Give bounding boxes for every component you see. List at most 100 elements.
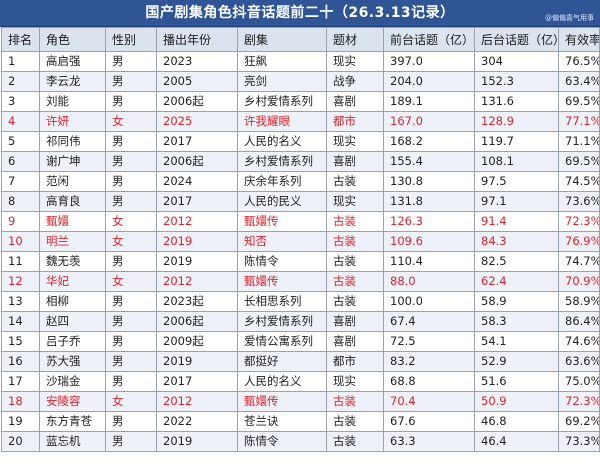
cell-drama: 人民的民义 — [237, 191, 327, 212]
cell-gender: 男 — [105, 131, 157, 152]
cell-gender: 女 — [105, 271, 157, 292]
cell-year: 2019 — [156, 431, 238, 452]
watermark: @偏偏喜气用事 — [545, 14, 594, 22]
cell-effective-rate: 72.3% — [558, 211, 600, 232]
cell-genre: 古装 — [326, 391, 384, 412]
cell-front-topic: 397.0 — [383, 51, 475, 72]
cell-front-topic: 155.4 — [383, 151, 475, 172]
cell-genre: 现实 — [326, 131, 384, 152]
cell-back-topic: 46.8 — [474, 411, 559, 432]
cell-drama: 乡村爱情系列 — [237, 91, 327, 112]
cell-rank: 6 — [1, 151, 40, 172]
cell-drama: 甄嬛传 — [237, 211, 327, 232]
table-row: 15 吕子乔男 2009起 爱情公寓系列 喜剧 72.5 54.1 74.6% — [1, 331, 600, 352]
cell-rank: 16 — [1, 351, 40, 372]
table-row: 3 刘能男 2006起 乡村爱情系列 喜剧 189.1 131.6 69.5% — [1, 91, 600, 112]
cell-back-topic: 58.3 — [474, 311, 559, 332]
cell-back-topic: 54.1 — [474, 331, 559, 352]
cell-role: 沙瑞金 — [39, 371, 106, 392]
cell-year: 2006起 — [156, 91, 238, 112]
cell-role: 明兰 — [39, 231, 106, 252]
cell-rank: 18 — [1, 391, 40, 412]
cell-genre: 古装 — [326, 251, 384, 272]
cell-effective-rate: 73.6% — [558, 191, 600, 212]
cell-role: 祁同伟 — [39, 131, 106, 152]
col-header-drama: 剧集 — [237, 27, 327, 52]
table-row: 9 甄嬛女 2012 甄嬛传 古装 126.3 91.4 72.3% — [1, 211, 600, 232]
cell-rank: 8 — [1, 191, 40, 212]
cell-genre: 现实 — [326, 51, 384, 72]
cell-drama: 知否 — [237, 231, 327, 252]
cell-year: 2023 — [156, 51, 238, 72]
table-row: 4 许妍女 2025 许我耀眼 都市 167.0 128.9 77.1% — [1, 111, 600, 132]
cell-rank: 4 — [1, 111, 40, 132]
cell-effective-rate: 74.6% — [558, 331, 600, 352]
cell-back-topic: 62.4 — [474, 271, 559, 292]
cell-back-topic: 119.7 — [474, 131, 559, 152]
cell-role: 魏无羡 — [39, 251, 106, 272]
cell-gender: 女 — [105, 391, 157, 412]
table-row: 6 谢广坤男 2006起 乡村爱情系列 喜剧 155.4 108.1 69.5% — [1, 151, 600, 172]
cell-genre: 都市 — [326, 111, 384, 132]
cell-effective-rate: 58.9% — [558, 291, 600, 312]
cell-rank: 9 — [1, 211, 40, 232]
cell-front-topic: 204.0 — [383, 71, 475, 92]
cell-effective-rate: 76.9% — [558, 231, 600, 252]
col-header-year: 播出年份 — [156, 27, 238, 52]
cell-year: 2023起 — [156, 291, 238, 312]
cell-back-topic: 108.1 — [474, 151, 559, 172]
cell-year: 2017 — [156, 131, 238, 152]
cell-genre: 古装 — [326, 411, 384, 432]
table-row: 12 华妃女 2012 甄嬛传 古装 88.0 62.4 70.9% — [1, 271, 600, 292]
cell-front-topic: 126.3 — [383, 211, 475, 232]
cell-back-topic: 50.9 — [474, 391, 559, 412]
cell-genre: 现实 — [326, 191, 384, 212]
cell-back-topic: 97.1 — [474, 191, 559, 212]
cell-gender: 男 — [105, 351, 157, 372]
cell-rank: 1 — [1, 51, 40, 72]
cell-gender: 男 — [105, 151, 157, 172]
cell-role: 李云龙 — [39, 71, 106, 92]
cell-drama: 长相思系列 — [237, 291, 327, 312]
cell-front-topic: 67.6 — [383, 411, 475, 432]
cell-drama: 陈情令 — [237, 251, 327, 272]
cell-effective-rate: 71.1% — [558, 131, 600, 152]
cell-role: 相柳 — [39, 291, 106, 312]
cell-gender: 男 — [105, 51, 157, 72]
cell-role: 吕子乔 — [39, 331, 106, 352]
table-row: 2 李云龙男 2005 亮剑 战争 204.0 152.3 63.4% — [1, 71, 600, 92]
cell-front-topic: 100.0 — [383, 291, 475, 312]
cell-effective-rate: 77.1% — [558, 111, 600, 132]
cell-gender: 女 — [105, 211, 157, 232]
cell-gender: 男 — [105, 431, 157, 452]
cell-gender: 男 — [105, 291, 157, 312]
table-row: 20 蓝忘机男 2019 陈情令 古装 63.3 46.4 73.3% — [1, 431, 600, 452]
cell-rank: 19 — [1, 411, 40, 432]
cell-role: 谢广坤 — [39, 151, 106, 172]
cell-rank: 7 — [1, 171, 40, 192]
cell-rank: 10 — [1, 231, 40, 252]
cell-back-topic: 152.3 — [474, 71, 559, 92]
cell-effective-rate: 69.5% — [558, 151, 600, 172]
cell-year: 2006起 — [156, 151, 238, 172]
cell-front-topic: 70.4 — [383, 391, 475, 412]
cell-year: 2012 — [156, 211, 238, 232]
cell-genre: 喜剧 — [326, 151, 384, 172]
cell-rank: 11 — [1, 251, 40, 272]
cell-role: 范闲 — [39, 171, 106, 192]
cell-rank: 5 — [1, 131, 40, 152]
cell-back-topic: 84.3 — [474, 231, 559, 252]
cell-front-topic: 109.6 — [383, 231, 475, 252]
cell-effective-rate: 69.5% — [558, 91, 600, 112]
table-row: 8 高育良男 2017 人民的民义 现实 131.8 97.1 73.6% — [1, 191, 600, 212]
cell-front-topic: 72.5 — [383, 331, 475, 352]
cell-effective-rate: 75.0% — [558, 371, 600, 392]
cell-genre: 战争 — [326, 71, 384, 92]
table-row: 7 范闲男 2024 庆余年系列 古装 130.8 97.5 74.5% — [1, 171, 600, 192]
cell-back-topic: 46.4 — [474, 431, 559, 452]
cell-back-topic: 97.5 — [474, 171, 559, 192]
cell-role: 安陵容 — [39, 391, 106, 412]
cell-drama: 亮剑 — [237, 71, 327, 92]
cell-front-topic: 63.3 — [383, 431, 475, 452]
